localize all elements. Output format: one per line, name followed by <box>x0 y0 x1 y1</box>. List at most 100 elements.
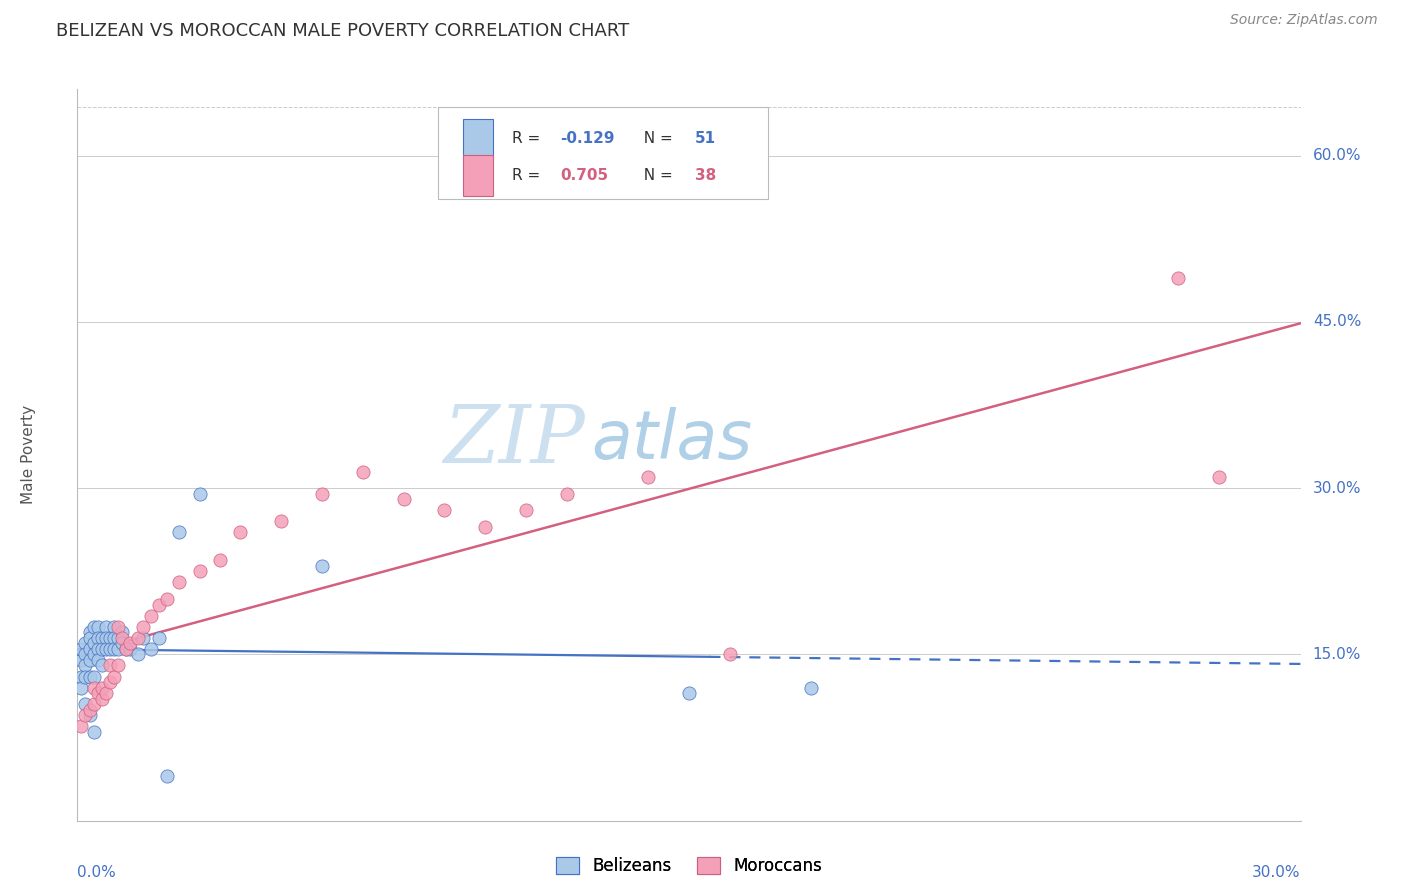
Point <box>103 669 125 683</box>
Point <box>111 636 134 650</box>
Point <box>107 631 129 645</box>
Point <box>148 631 170 645</box>
Point <box>79 669 101 683</box>
Point <box>70 669 93 683</box>
Point <box>87 620 110 634</box>
Point <box>139 608 162 623</box>
Point <box>75 658 97 673</box>
Point <box>474 520 496 534</box>
Point <box>120 641 142 656</box>
Point <box>208 553 231 567</box>
Point <box>229 525 252 540</box>
Point <box>103 641 125 656</box>
Point <box>111 625 134 640</box>
Point <box>156 769 179 783</box>
Point <box>131 631 153 645</box>
Point <box>678 686 700 700</box>
Point <box>311 486 333 500</box>
Text: N =: N = <box>634 131 678 146</box>
Text: ZIP: ZIP <box>443 401 585 479</box>
Point <box>94 620 117 634</box>
Point <box>75 648 97 662</box>
Point <box>90 691 112 706</box>
Point <box>718 648 741 662</box>
Text: Source: ZipAtlas.com: Source: ZipAtlas.com <box>1230 13 1378 28</box>
Point <box>156 592 179 607</box>
Point <box>188 564 211 578</box>
Point <box>94 686 117 700</box>
Point <box>70 681 93 695</box>
Point <box>352 465 374 479</box>
Point <box>70 653 93 667</box>
Text: 0.705: 0.705 <box>561 168 609 183</box>
Point <box>79 703 101 717</box>
Point <box>79 641 101 656</box>
Point <box>79 631 101 645</box>
Point <box>83 620 105 634</box>
Point <box>70 719 93 733</box>
Point <box>98 641 121 656</box>
Point <box>75 698 97 712</box>
Point <box>103 620 125 634</box>
FancyBboxPatch shape <box>439 108 769 199</box>
Point <box>70 641 93 656</box>
Text: 0.0%: 0.0% <box>77 865 117 880</box>
Point <box>107 658 129 673</box>
Point <box>83 636 105 650</box>
Point <box>79 653 101 667</box>
Point <box>98 675 121 690</box>
Point <box>311 558 333 573</box>
FancyBboxPatch shape <box>463 119 494 159</box>
Text: 60.0%: 60.0% <box>1313 148 1361 163</box>
Point <box>637 470 659 484</box>
Point <box>83 681 105 695</box>
Point <box>90 631 112 645</box>
Point <box>120 636 142 650</box>
Point <box>94 631 117 645</box>
Text: atlas: atlas <box>591 408 752 474</box>
Point <box>1167 270 1189 285</box>
Point <box>115 641 138 656</box>
Text: N =: N = <box>634 168 678 183</box>
Point <box>392 492 415 507</box>
Point <box>111 631 134 645</box>
Text: 51: 51 <box>695 131 716 146</box>
Text: R =: R = <box>512 168 544 183</box>
Point <box>83 725 105 739</box>
Text: -0.129: -0.129 <box>561 131 614 146</box>
Point <box>127 648 149 662</box>
Point <box>94 641 117 656</box>
Point <box>87 686 110 700</box>
Point <box>90 681 112 695</box>
Point <box>270 515 292 529</box>
Point <box>555 486 578 500</box>
Point <box>131 620 153 634</box>
Point <box>75 636 97 650</box>
Point <box>83 648 105 662</box>
Point <box>87 631 110 645</box>
Point <box>1208 470 1230 484</box>
Text: R =: R = <box>512 131 544 146</box>
Point <box>79 708 101 723</box>
Point <box>515 503 537 517</box>
Point <box>115 641 138 656</box>
Text: 38: 38 <box>695 168 716 183</box>
Point <box>79 625 101 640</box>
Text: 30.0%: 30.0% <box>1253 865 1301 880</box>
Point <box>87 653 110 667</box>
Text: 15.0%: 15.0% <box>1313 647 1361 662</box>
Point <box>87 641 110 656</box>
Legend: Belizeans, Moroccans: Belizeans, Moroccans <box>550 850 828 882</box>
Point <box>127 631 149 645</box>
Point <box>75 669 97 683</box>
Point <box>148 598 170 612</box>
Point <box>98 658 121 673</box>
Text: Male Poverty: Male Poverty <box>21 405 37 505</box>
Text: BELIZEAN VS MOROCCAN MALE POVERTY CORRELATION CHART: BELIZEAN VS MOROCCAN MALE POVERTY CORREL… <box>56 22 630 40</box>
Point <box>169 575 191 590</box>
Point <box>75 708 97 723</box>
Point <box>107 620 129 634</box>
Point <box>433 503 456 517</box>
Point <box>169 525 191 540</box>
Point <box>83 669 105 683</box>
